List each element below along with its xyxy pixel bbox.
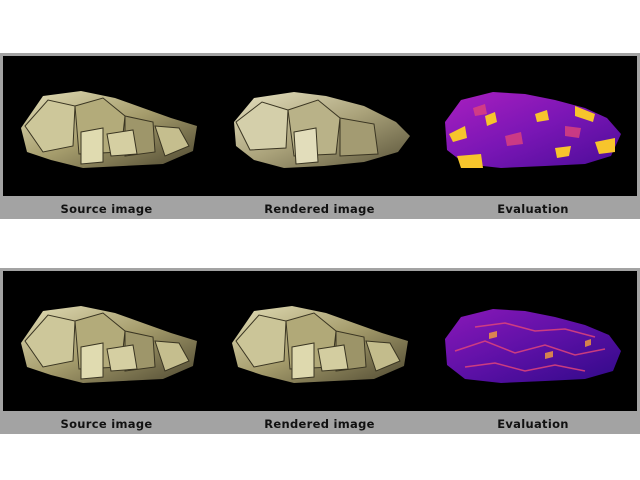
pyrite-source-icon [21, 306, 197, 383]
rendered-image-caption: Rendered image [264, 202, 375, 216]
source-image-caption: Source image [60, 417, 153, 431]
source-image [3, 271, 214, 411]
source-image-caption: Source image [60, 202, 153, 216]
source-image [3, 56, 214, 196]
rendered-image-caption: Rendered image [264, 417, 375, 431]
pyrite-evaluation-icon [445, 309, 621, 383]
caption-row: Source image Rendered image Evaluation [0, 414, 640, 434]
pyrite-rendered-icon [232, 306, 408, 383]
evaluation-heatmap [425, 271, 637, 411]
rendered-image [214, 271, 425, 411]
image-strip [3, 56, 637, 196]
image-strip [3, 271, 637, 411]
evaluation-caption: Evaluation [497, 417, 569, 431]
caption-row: Source image Rendered image Evaluation [0, 199, 640, 219]
evaluation-heatmap [425, 56, 637, 196]
rendered-image [214, 56, 425, 196]
comparison-panel-1: Source image Rendered image Evaluation [0, 53, 640, 219]
pyrite-rendered-icon [234, 92, 410, 168]
pyrite-evaluation-icon [445, 92, 621, 168]
pyrite-source-icon [21, 91, 197, 168]
evaluation-caption: Evaluation [497, 202, 569, 216]
comparison-panel-2: Source image Rendered image Evaluation [0, 268, 640, 434]
